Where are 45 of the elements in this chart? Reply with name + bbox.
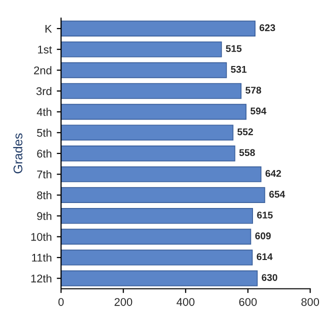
data-label: 578 (246, 86, 262, 94)
x-tick-label: 600 (239, 298, 257, 306)
data-label: 623 (260, 24, 276, 32)
data-label: 614 (256, 253, 273, 260)
y-tick-label: 12th (31, 274, 52, 282)
bar (61, 250, 253, 266)
y-tick-label: 3rd (36, 86, 52, 96)
y-tick-label: K (46, 24, 52, 33)
y-tick-label: 1st (38, 46, 52, 54)
x-tick-label: 800 (301, 298, 320, 306)
y-tick-label: 10th (31, 232, 52, 241)
y-tick-label: 8th (37, 191, 52, 200)
data-label: 615 (257, 212, 273, 219)
data-label: 558 (239, 149, 255, 156)
bar (61, 270, 258, 286)
bar (61, 166, 262, 182)
data-label: 515 (226, 45, 242, 52)
bar (61, 187, 266, 203)
y-tick-label: 2nd (34, 66, 52, 74)
bar (61, 208, 254, 224)
data-label: 552 (237, 128, 253, 136)
x-tick-label: 400 (176, 298, 194, 306)
bar (61, 228, 252, 245)
data-label: 654 (269, 190, 286, 198)
bar (61, 41, 222, 58)
data-label: 642 (266, 170, 281, 177)
y-tick-label: 6th (37, 149, 52, 158)
y-tick-label: 11th (32, 254, 52, 262)
bar (61, 104, 246, 120)
data-label: 594 (250, 108, 266, 114)
bar (61, 20, 256, 36)
y-tick-label: 9th (37, 212, 52, 220)
x-tick-label: 200 (114, 298, 132, 306)
data-label: 630 (262, 274, 278, 281)
y-tick-label: 7th (37, 170, 52, 178)
bar (61, 62, 227, 78)
y-tick-label: 5th (37, 128, 52, 137)
y-tick-label: 4th (36, 108, 52, 116)
data-label: 531 (230, 66, 247, 73)
x-tick-label: 0 (58, 298, 64, 306)
data-label: 609 (255, 232, 271, 240)
bar (61, 146, 236, 162)
bar (61, 83, 242, 99)
y-axis-title: Grades (13, 133, 22, 174)
bar (61, 124, 234, 141)
